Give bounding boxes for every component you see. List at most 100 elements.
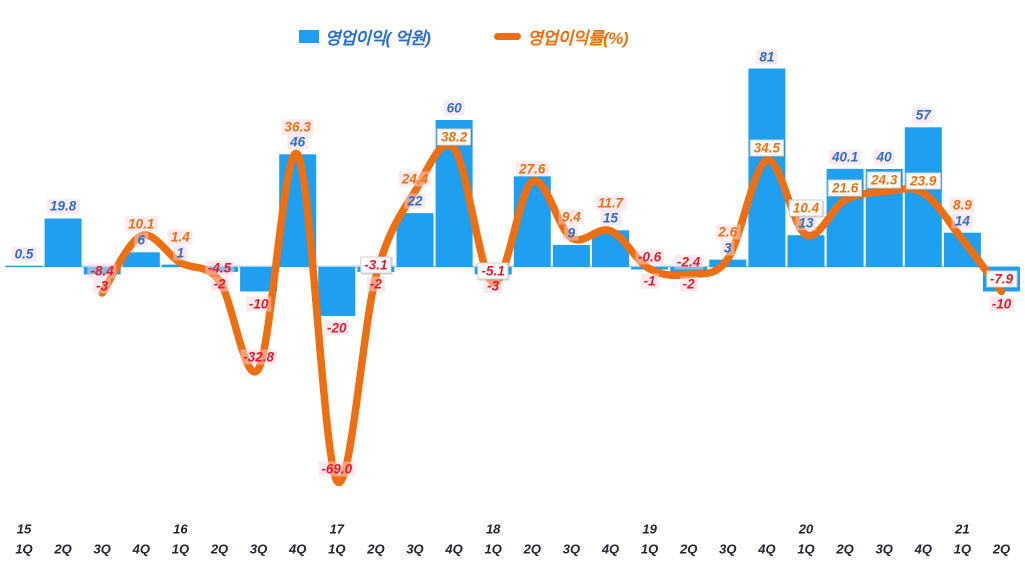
bar-label-0: 0.5 (11, 246, 37, 262)
x-axis-quarter-label-19: 4Q (758, 541, 776, 557)
x-axis-quarter-label-9: 2Q (367, 541, 385, 557)
line-label-22: 24.3 (867, 171, 902, 189)
bar-label-14: 9 (564, 225, 579, 241)
bar-1 (44, 218, 82, 267)
x-axis-quarter-label-15: 4Q (601, 541, 620, 557)
bar-14 (552, 244, 590, 267)
bar-label-18: 3 (721, 240, 735, 256)
line-label-3: 10.1 (125, 216, 158, 232)
bar-label-8: -20 (324, 320, 350, 336)
x-axis-quarter-label-0: 1Q (15, 541, 33, 557)
bar-label-2: -3 (93, 278, 112, 294)
bar-label-19: 81 (756, 49, 778, 65)
x-axis-quarter-label-18: 3Q (719, 541, 737, 557)
bar-label-3: 6 (134, 232, 149, 248)
bar-label-10: 22 (404, 193, 426, 209)
legend-label-operating-margin: 영업이익률(%) (527, 29, 629, 48)
bar-series-swatch-icon (299, 30, 319, 43)
line-label-16: -0.6 (634, 249, 665, 265)
legend-label-operating-profit: 영업이익( 억원) (325, 29, 431, 48)
line-label-20: 10.4 (788, 199, 824, 217)
x-axis-quarter-label-13: 2Q (523, 541, 541, 557)
x-axis-line (5, 265, 1019, 268)
line-label-5: -4.5 (204, 260, 235, 276)
line-label-25: -7.9 (985, 270, 1018, 288)
bar-label-20: 13 (795, 215, 817, 231)
line-label-23: 23.9 (906, 172, 941, 190)
x-axis-quarter-label-10: 3Q (406, 541, 424, 557)
x-axis-year-label-20: 20 (798, 521, 814, 537)
x-axis-year-label-21: 21 (955, 521, 970, 537)
line-label-11: 38.2 (436, 128, 472, 146)
bar-8 (318, 267, 356, 316)
bar-0 (5, 265, 43, 267)
x-axis-quarter-label-17: 2Q (680, 541, 698, 557)
line-label-12: -5.1 (477, 262, 509, 280)
x-axis-quarter-label-16: 1Q (640, 541, 659, 557)
bar-label-17: -2 (679, 276, 698, 292)
bar-label-4: 1 (173, 245, 188, 261)
line-label-6: -32.8 (240, 349, 277, 365)
bar-label-21: 40.1 (828, 149, 862, 165)
line-label-24: 8.9 (950, 197, 975, 213)
line-label-17: -2.4 (674, 254, 704, 270)
x-axis-year-label-16: 16 (173, 521, 188, 537)
x-axis-quarter-label-25: 2Q (992, 541, 1011, 557)
line-label-18: 2.6 (715, 224, 741, 240)
x-axis-quarter-label-24: 1Q (953, 541, 972, 557)
x-axis-quarter-label-6: 3Q (249, 541, 268, 557)
x-axis-quarter-label-3: 4Q (132, 541, 150, 557)
x-axis-quarter-label-5: 2Q (210, 541, 229, 557)
line-label-8: -69.0 (318, 461, 356, 477)
chart-legend: 영업이익( 억원) 영업이익률(%) (299, 24, 629, 49)
bar-label-12: -3 (484, 278, 503, 294)
x-axis-quarter-label-7: 4Q (289, 541, 307, 557)
bar-20 (787, 235, 825, 268)
bar-label-15: 15 (599, 210, 622, 226)
line-label-19: 34.5 (749, 139, 785, 157)
line-label-14: 9.4 (559, 209, 584, 225)
bar-label-11: 60 (443, 100, 465, 116)
line-series-swatch-icon (494, 33, 522, 40)
bar-label-16: -1 (640, 273, 659, 289)
bar-label-23: 57 (912, 107, 934, 123)
x-axis-quarter-label-12: 1Q (484, 541, 502, 557)
x-axis-quarter-label-1: 2Q (54, 541, 72, 557)
bar-10 (396, 213, 434, 267)
x-axis-quarter-label-14: 3Q (562, 541, 581, 557)
line-label-13: 27.6 (516, 161, 549, 177)
bar-label-6: -10 (245, 296, 272, 311)
x-axis-year-label-15: 15 (16, 521, 32, 537)
bar-label-24: 14 (951, 213, 973, 229)
x-axis-quarter-label-8: 1Q (328, 541, 346, 557)
line-label-4: 1.4 (168, 229, 193, 245)
x-axis-quarter-label-11: 4Q (445, 541, 463, 557)
x-axis-year-label-18: 18 (485, 521, 501, 537)
bar-label-7: 46 (287, 134, 309, 150)
bar-label-22: 40 (873, 149, 895, 165)
bar-label-1: 19.8 (46, 198, 80, 214)
x-axis-quarter-label-4: 1Q (171, 541, 190, 557)
bar-label-25: -10 (988, 296, 1015, 311)
x-axis-quarter-label-21: 2Q (836, 541, 854, 557)
x-axis-year-label-17: 17 (329, 521, 345, 537)
x-axis-quarter-label-23: 4Q (914, 541, 932, 557)
line-label-15: 11.7 (594, 195, 627, 211)
line-label-2: -8.4 (87, 263, 117, 279)
line-label-9: -3.1 (360, 256, 392, 274)
line-label-21: 21.6 (827, 179, 863, 197)
legend-item-operating-profit: 영업이익( 억원) (299, 24, 431, 49)
bar-3 (122, 252, 160, 267)
line-label-10: 24.4 (398, 171, 432, 187)
legend-item-operating-margin: 영업이익률(%) (494, 24, 629, 49)
x-axis-quarter-label-20: 1Q (797, 541, 815, 557)
bar-label-9: -2 (366, 276, 385, 292)
x-axis-quarter-label-2: 3Q (93, 541, 111, 557)
line-label-7: 36.3 (281, 119, 314, 135)
x-axis-year-label-19: 19 (642, 521, 657, 537)
x-axis-quarter-label-22: 3Q (875, 541, 893, 557)
